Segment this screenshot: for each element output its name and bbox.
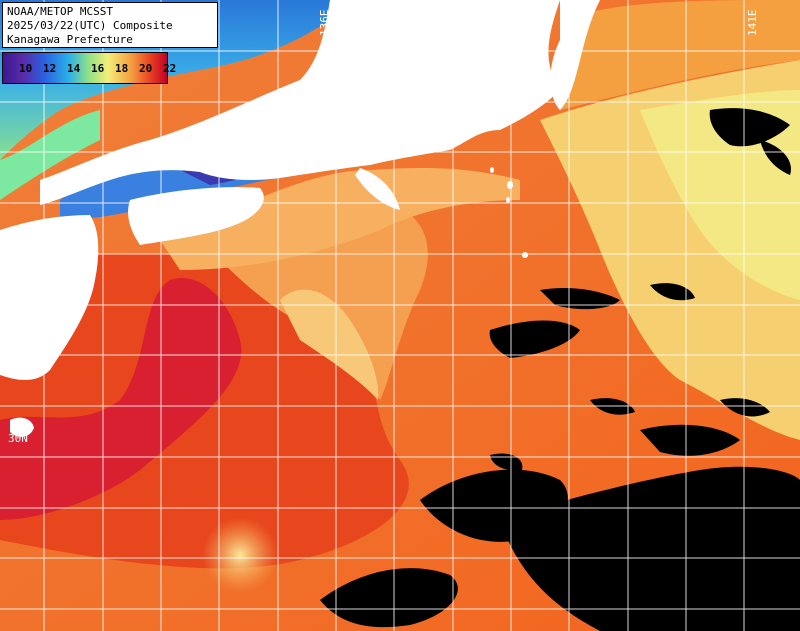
- legend-tick: 14: [67, 62, 81, 75]
- land-kyushu: [0, 215, 99, 380]
- legend-tick: 12: [43, 62, 57, 75]
- coastal-warm: [160, 168, 520, 270]
- land-shikoku: [128, 187, 264, 245]
- longitude-label-136: 136E: [318, 9, 331, 37]
- warm-eddy: [202, 517, 278, 593]
- legend-color-bar: [3, 53, 167, 83]
- legend-tick: 20: [139, 62, 153, 75]
- legend-tick: 16: [91, 62, 105, 75]
- land-yakushima: [10, 417, 34, 437]
- legend-tick: 22: [163, 62, 177, 75]
- temperature-legend: 10 12 14 16 18 20 22: [2, 52, 176, 84]
- pale-tongue: [280, 289, 379, 400]
- northeast-orange: [560, 0, 800, 110]
- land-kii-peninsula: [355, 168, 400, 210]
- legend-tick: 18: [115, 62, 129, 75]
- land-honshu-east: [550, 0, 600, 110]
- legend-tick-labels: 10 12 14 16 18 20 22: [19, 62, 187, 75]
- legend-tick: 10: [19, 62, 33, 75]
- kuroshio-hot-core: [0, 278, 242, 520]
- title-line-date: 2025/03/22(UTC) Composite: [7, 19, 173, 32]
- title-line-source: NOAA/METOP MCSST: [7, 5, 113, 18]
- cold-sea-band: [0, 110, 100, 200]
- map-title-box: NOAA/METOP MCSST 2025/03/22(UTC) Composi…: [2, 2, 218, 48]
- latitude-label: 30N: [8, 432, 28, 445]
- longitude-label-141: 141E: [746, 9, 759, 37]
- title-line-region: Kanagawa Prefecture: [7, 33, 133, 46]
